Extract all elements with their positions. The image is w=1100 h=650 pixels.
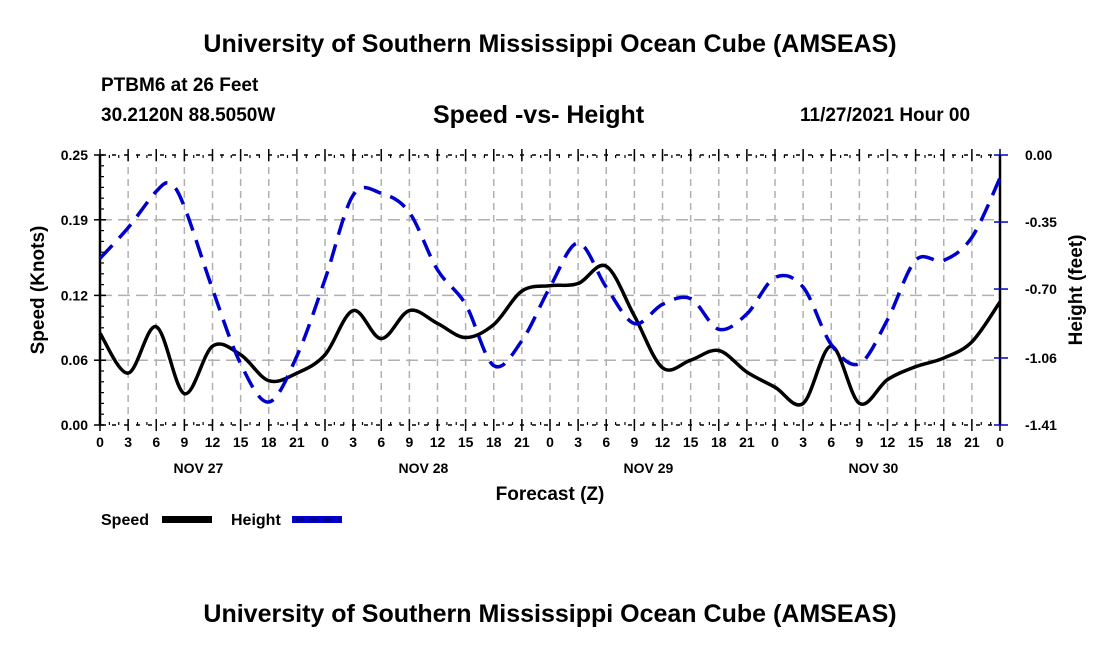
series-line-height	[98, 177, 1002, 404]
main-title: University of Southern Mississippi Ocean…	[203, 30, 897, 58]
x-tick-label: 21	[289, 434, 305, 450]
y-axis-left: 0.00 0.06 0.12 0.19 0.25	[61, 147, 106, 433]
day-label: NOV 30	[849, 460, 899, 476]
y-tick-label: 0.12	[61, 287, 88, 303]
y-tick-label: 0.19	[61, 212, 88, 228]
forecast-datetime: 11/27/2021 Hour 00	[800, 105, 971, 126]
grid	[100, 155, 1000, 425]
legend-swatch-speed	[162, 516, 212, 523]
y-tick-label: 0.25	[61, 147, 88, 163]
x-tick-label: 21	[739, 434, 755, 450]
x-axis-title: Forecast (Z)	[496, 484, 605, 505]
footer-title: University of Southern Mississippi Ocean…	[203, 600, 897, 628]
x-tick-label: 0	[996, 434, 1004, 450]
x-tick-label: 0	[96, 434, 104, 450]
y2-tick-label: -0.35	[1025, 214, 1057, 230]
x-tick-label: 21	[964, 434, 980, 450]
x-tick-label: 15	[683, 434, 699, 450]
x-tick-label: 18	[486, 434, 502, 450]
x-tick-label: 12	[430, 434, 446, 450]
y2-tick-label: 0.00	[1025, 147, 1052, 163]
legend: Speed Height	[101, 512, 342, 529]
x-tick-label: 12	[655, 434, 671, 450]
x-tick-label: 9	[630, 434, 638, 450]
x-tick-label: 18	[936, 434, 952, 450]
y2-tick-label: -1.41	[1025, 417, 1057, 433]
x-tick-label: 6	[602, 434, 610, 450]
y-axis-left-title: Speed (Knots)	[28, 226, 49, 355]
y2-tick-label: -1.06	[1025, 350, 1057, 366]
x-tick-label: 12	[880, 434, 896, 450]
x-axis: 0 3 6 9 12 15 18 21 0 3 6 9 12 15 18 21 0 3 6 9 12 15 18 21 0 3 6 9…	[96, 149, 1004, 476]
x-tick-label: 0	[546, 434, 554, 450]
legend-label-height: Height	[231, 512, 281, 529]
legend-label-speed: Speed	[101, 512, 149, 529]
x-tick-label: 9	[180, 434, 188, 450]
x-tick-label: 3	[349, 434, 357, 450]
coordinates-label: 30.2120N 88.5050W	[101, 105, 276, 126]
x-tick-label: 15	[908, 434, 924, 450]
x-tick-label: 6	[152, 434, 160, 450]
x-tick-label: 3	[799, 434, 807, 450]
x-tick-label: 0	[321, 434, 329, 450]
station-label: PTBM6 at 26 Feet	[101, 75, 259, 96]
x-tick-label: 18	[711, 434, 727, 450]
x-tick-label: 3	[124, 434, 132, 450]
y2-tick-label: -0.70	[1025, 281, 1057, 297]
x-tick-label: 6	[377, 434, 385, 450]
x-tick-label: 9	[405, 434, 413, 450]
y-tick-label: 0.00	[61, 417, 88, 433]
day-label: NOV 27	[174, 460, 224, 476]
x-tick-label: 15	[458, 434, 474, 450]
y-axis-right-title: Height (feet)	[1066, 235, 1087, 346]
series-line-speed	[98, 263, 1002, 407]
y-axis-right: 0.00 -0.35 -0.70 -1.06 -1.41	[994, 147, 1057, 433]
x-tick-label: 18	[261, 434, 277, 450]
x-tick-label: 9	[855, 434, 863, 450]
x-tick-label: 15	[233, 434, 249, 450]
x-tick-label: 3	[574, 434, 582, 450]
y-tick-label: 0.06	[61, 352, 88, 368]
x-tick-label: 6	[827, 434, 835, 450]
chart-title: Speed -vs- Height	[433, 101, 645, 129]
x-tick-label: 21	[514, 434, 530, 450]
day-label: NOV 28	[399, 460, 449, 476]
day-label: NOV 29	[624, 460, 674, 476]
series-group	[98, 177, 1002, 407]
x-tick-label: 0	[771, 434, 779, 450]
plot-frame	[98, 154, 1002, 426]
x-tick-label: 12	[205, 434, 221, 450]
